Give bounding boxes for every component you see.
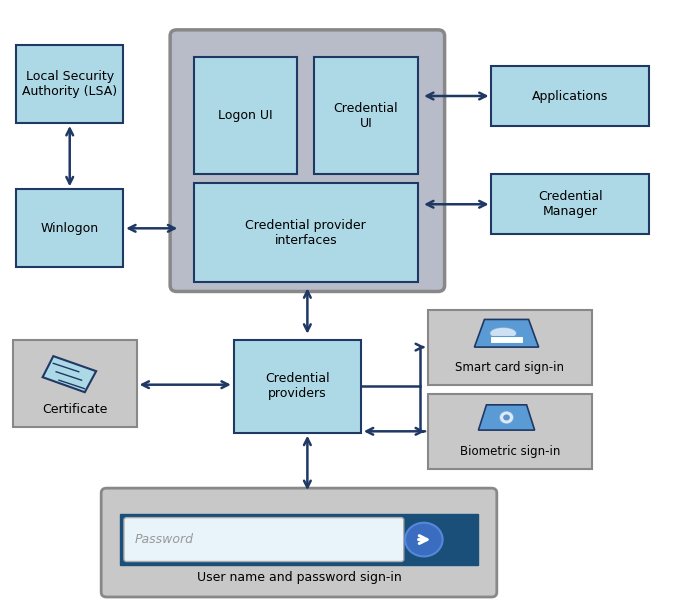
FancyBboxPatch shape <box>170 30 445 291</box>
FancyBboxPatch shape <box>428 394 592 469</box>
Text: User name and password sign-in: User name and password sign-in <box>196 571 402 584</box>
Text: Winlogon: Winlogon <box>40 222 99 235</box>
Text: Password: Password <box>134 533 194 546</box>
Polygon shape <box>43 356 96 392</box>
FancyBboxPatch shape <box>491 174 649 234</box>
Text: Local Security
Authority (LSA): Local Security Authority (LSA) <box>22 70 117 98</box>
Text: Smart card sign-in: Smart card sign-in <box>456 361 564 374</box>
FancyBboxPatch shape <box>490 336 523 344</box>
Ellipse shape <box>503 415 510 421</box>
FancyBboxPatch shape <box>234 339 361 433</box>
FancyBboxPatch shape <box>16 189 124 268</box>
Text: Certificate: Certificate <box>42 403 107 416</box>
FancyBboxPatch shape <box>194 57 297 174</box>
Text: Credential
UI: Credential UI <box>333 101 398 129</box>
FancyBboxPatch shape <box>120 514 478 565</box>
FancyBboxPatch shape <box>13 339 136 427</box>
Polygon shape <box>479 405 535 430</box>
Text: Credential
providers: Credential providers <box>265 372 329 400</box>
FancyBboxPatch shape <box>16 45 124 123</box>
FancyBboxPatch shape <box>314 57 418 174</box>
FancyBboxPatch shape <box>491 66 649 126</box>
FancyBboxPatch shape <box>428 310 592 385</box>
Text: Applications: Applications <box>532 89 608 103</box>
Text: Credential provider
interfaces: Credential provider interfaces <box>245 219 366 247</box>
Text: Credential
Manager: Credential Manager <box>538 190 603 219</box>
FancyBboxPatch shape <box>194 183 418 282</box>
Ellipse shape <box>405 523 443 557</box>
Ellipse shape <box>500 411 514 424</box>
Ellipse shape <box>490 327 516 339</box>
Polygon shape <box>475 319 539 347</box>
FancyBboxPatch shape <box>101 488 497 597</box>
Text: Logon UI: Logon UI <box>218 109 273 122</box>
FancyBboxPatch shape <box>124 518 404 561</box>
Text: Biometric sign-in: Biometric sign-in <box>460 445 560 458</box>
